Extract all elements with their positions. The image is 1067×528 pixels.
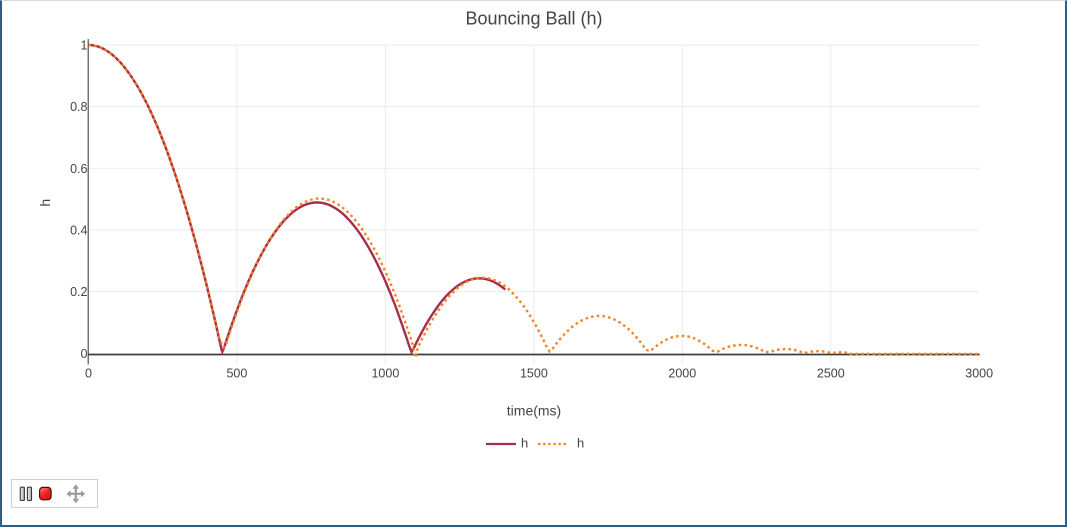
svg-text:0.2: 0.2: [70, 285, 87, 299]
svg-text:3000: 3000: [965, 367, 993, 381]
svg-text:Bouncing Ball (h): Bouncing Ball (h): [465, 9, 602, 29]
svg-text:0.4: 0.4: [70, 224, 87, 238]
svg-text:0.6: 0.6: [70, 162, 87, 176]
svg-text:1000: 1000: [371, 367, 399, 381]
svg-text:h: h: [37, 199, 53, 207]
svg-text:500: 500: [226, 367, 247, 381]
svg-text:1500: 1500: [520, 367, 548, 381]
svg-text:h: h: [521, 436, 528, 451]
svg-text:2000: 2000: [668, 367, 696, 381]
svg-text:0.8: 0.8: [70, 100, 87, 114]
svg-text:2500: 2500: [817, 367, 845, 381]
svg-text:1: 1: [81, 39, 88, 53]
svg-text:time(ms): time(ms): [507, 403, 561, 419]
svg-text:0: 0: [85, 367, 92, 381]
svg-text:h: h: [577, 436, 584, 451]
svg-text:0: 0: [81, 347, 88, 361]
